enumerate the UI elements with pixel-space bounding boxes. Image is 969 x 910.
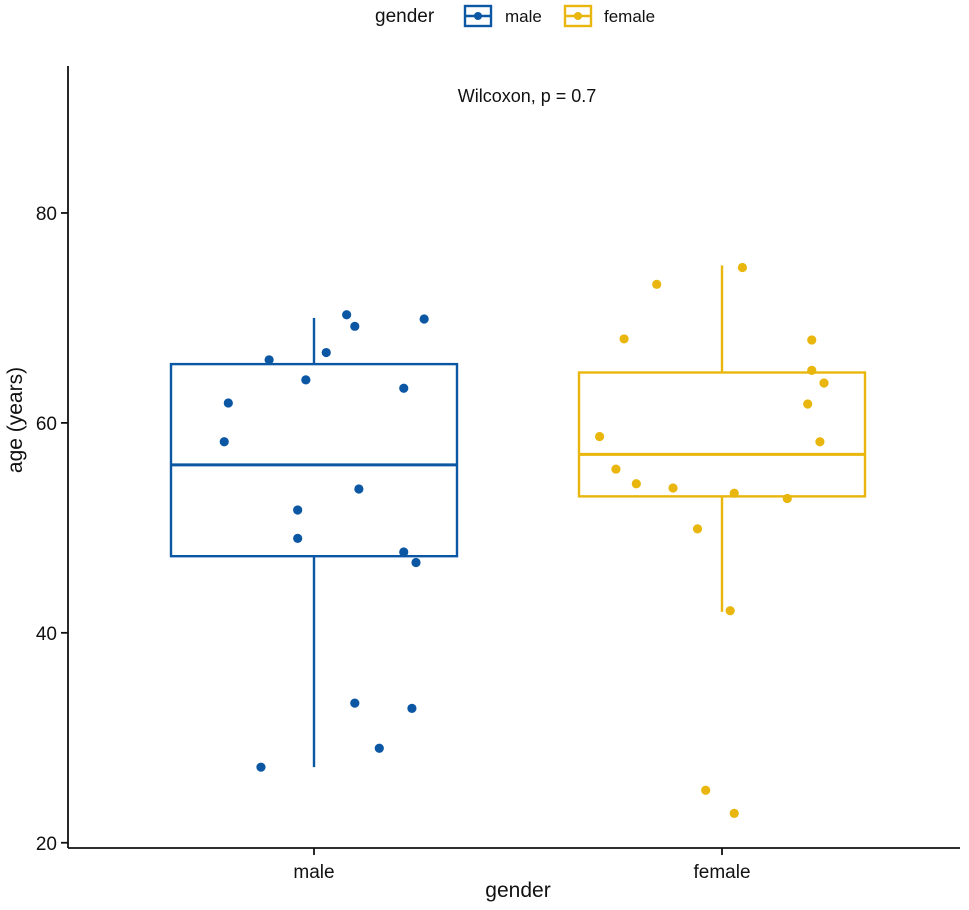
data-point-male — [374, 743, 384, 753]
data-point-female — [729, 488, 739, 498]
data-point-male — [301, 375, 311, 385]
iqr-box — [577, 371, 867, 498]
data-point-male — [350, 698, 360, 708]
x-axis-title: gender — [485, 879, 550, 902]
data-point-male — [223, 398, 233, 408]
data-point-female — [701, 785, 711, 795]
data-point-male — [293, 505, 303, 515]
y-ticks: 20 40 60 80 — [36, 204, 68, 855]
data-point-female — [807, 365, 817, 376]
legend-key-female — [563, 4, 593, 28]
data-point-male — [407, 703, 417, 713]
data-point-male — [354, 484, 364, 494]
data-point-female — [668, 483, 678, 493]
legend-label-female: female — [604, 7, 655, 26]
data-point-female — [692, 524, 703, 534]
data-point-female — [619, 334, 629, 344]
data-point-male — [321, 347, 331, 358]
data-point-male — [399, 383, 409, 393]
data-point-female — [652, 279, 662, 289]
iqr-box — [169, 362, 459, 558]
y-tick-label: 40 — [36, 624, 57, 645]
data-point-male — [411, 557, 421, 568]
data-point-male — [264, 355, 274, 365]
x-ticks: male female — [293, 848, 751, 883]
data-point-female — [725, 606, 735, 616]
data-points — [219, 262, 829, 818]
y-axis-title: age (years) — [4, 367, 27, 473]
data-point-male — [342, 310, 352, 320]
data-point-female — [595, 431, 605, 442]
data-point-male — [293, 533, 303, 543]
box-male — [169, 317, 459, 768]
data-point-female — [631, 479, 641, 489]
boxes — [169, 265, 867, 768]
legend-key-male — [463, 4, 493, 28]
data-point-female — [611, 464, 621, 474]
data-point-female — [815, 437, 825, 447]
x-tick-label: male — [293, 862, 334, 883]
data-point-male — [350, 321, 360, 331]
y-tick-label: 80 — [36, 204, 57, 225]
data-point-female — [729, 808, 739, 818]
data-point-female — [819, 378, 829, 388]
data-point-male — [399, 547, 409, 557]
x-tick-label: female — [693, 862, 750, 883]
legend-label-male: male — [505, 7, 542, 26]
legend: gender male female — [375, 4, 655, 28]
y-tick-label: 20 — [36, 834, 57, 855]
data-point-male — [419, 314, 429, 324]
data-point-female — [807, 335, 817, 345]
data-point-female — [737, 262, 748, 273]
box-female — [577, 265, 867, 612]
data-point-male — [256, 762, 266, 772]
data-point-female — [803, 399, 813, 409]
data-point-male — [219, 437, 229, 447]
data-point-female — [782, 493, 792, 504]
legend-title: gender — [375, 6, 435, 27]
wilcoxon-annotation: Wilcoxon, p = 0.7 — [458, 86, 597, 106]
y-tick-label: 60 — [36, 414, 57, 435]
